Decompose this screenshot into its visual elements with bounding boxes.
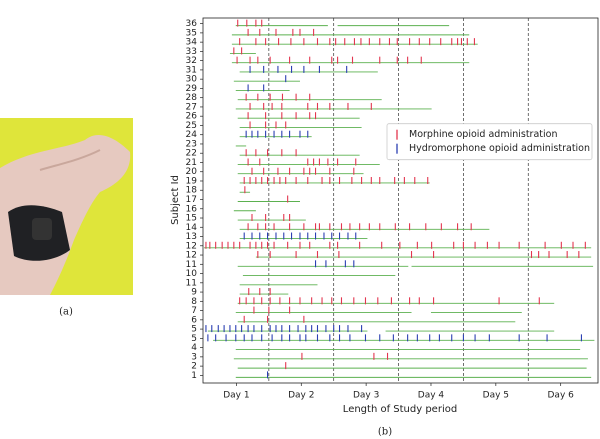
x-tick-label: Day 2 (288, 391, 314, 401)
y-tick-label: 28 (186, 93, 198, 103)
wrist-photo (0, 118, 133, 295)
plot-frame (202, 17, 599, 384)
x-tick-label: Day 3 (353, 391, 379, 401)
y-tick-label: 12 (186, 251, 197, 261)
y-tick-label: 29 (186, 84, 198, 94)
y-tick-label: 12 (186, 241, 197, 251)
y-tick-label: 7 (191, 306, 197, 316)
y-tick-label: 15 (186, 214, 197, 224)
y-tick-label: 3 (191, 352, 197, 362)
y-tick-label: 36 (186, 19, 198, 29)
y-tick-label: 21 (186, 158, 197, 168)
y-tick-label: 22 (186, 149, 197, 159)
legend: Morphine opioid administration Hydromorph… (386, 123, 593, 161)
legend-label: Hydromorphone opioid administration (409, 143, 590, 154)
y-tick-label: 20 (186, 167, 198, 177)
panel-caption: (a) (59, 307, 73, 318)
y-tick-label: 5 (191, 325, 197, 335)
y-tick-label: 19 (186, 176, 198, 186)
y-tick-label: 34 (186, 38, 198, 48)
y-tick-label: 17 (186, 195, 197, 205)
x-axis-label: Length of Study period (343, 404, 457, 415)
y-tick-label: 8 (191, 297, 197, 307)
legend-label: Morphine opioid administration (409, 129, 557, 140)
y-tick-label: 31 (186, 65, 197, 75)
y-tick-label: 33 (186, 47, 197, 57)
x-tick-label: Day 4 (418, 391, 445, 401)
y-tick-label: 24 (186, 130, 198, 140)
y-tick-label: 11 (186, 278, 197, 288)
x-tick-label: Day 1 (223, 391, 249, 401)
x-tick-label: Day 6 (548, 391, 575, 401)
y-tick-label: 10 (186, 269, 198, 279)
y-tick-label: 25 (186, 121, 197, 131)
y-tick-label: 13 (186, 232, 197, 242)
panel-caption: (b) (378, 427, 392, 438)
y-tick-label: 5 (191, 334, 197, 344)
y-tick-label: 2 (191, 362, 197, 372)
y-tick-label: 27 (186, 102, 197, 112)
y-tick-label: 14 (186, 223, 198, 233)
y-axis-label: Subject Id (170, 175, 181, 225)
y-tick-label: 18 (186, 186, 198, 196)
y-tick-label: 4 (191, 343, 197, 353)
y-tick-label: 30 (186, 75, 198, 85)
y-tick-label: 9 (191, 288, 197, 298)
y-tick-label: 23 (186, 139, 197, 149)
y-tick-label: 32 (186, 56, 197, 66)
y-tick-label: 16 (186, 204, 198, 214)
y-tick-label: 11 (186, 260, 197, 270)
x-tick-label: Day 5 (483, 391, 509, 401)
legend-box (386, 123, 593, 161)
y-tick-label: 1 (191, 371, 197, 381)
y-tick-label: 35 (186, 28, 197, 38)
y-tick-label: 6 (191, 315, 197, 325)
y-tick-label: 26 (186, 112, 198, 122)
